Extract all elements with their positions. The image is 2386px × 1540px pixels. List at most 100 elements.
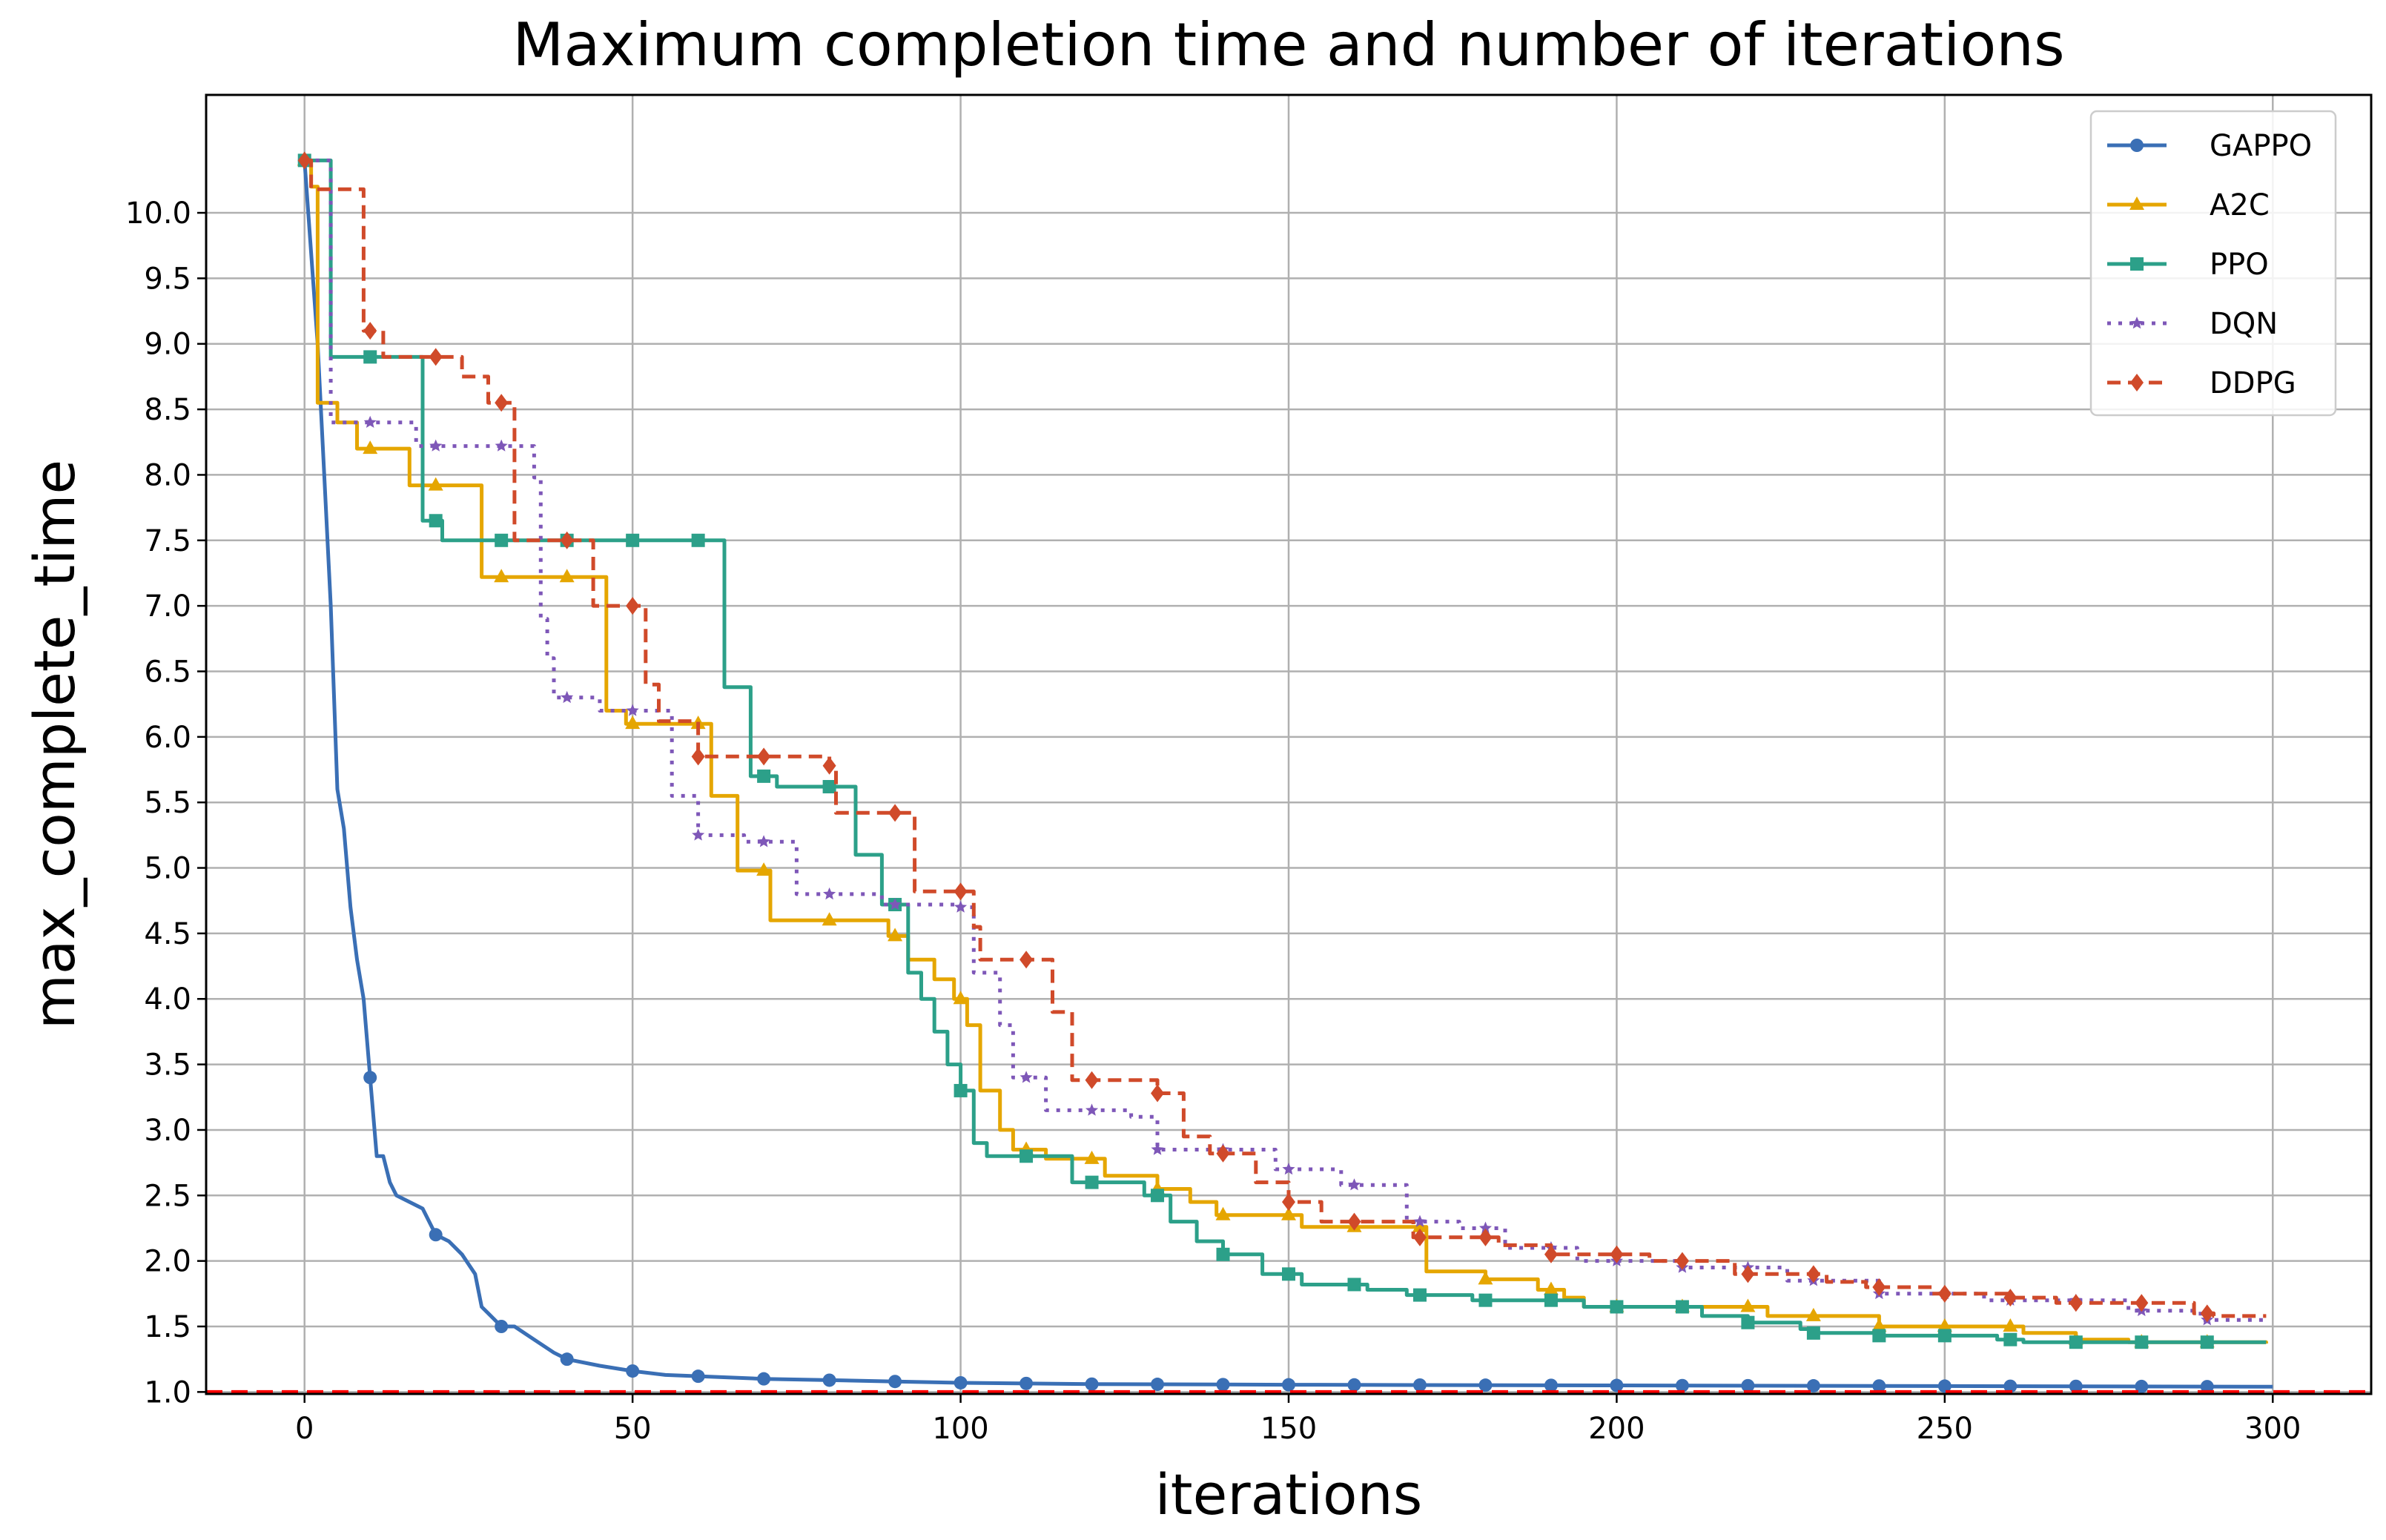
y-tick-label: 8.5 [144, 393, 191, 427]
legend-label: A2C [2210, 188, 2270, 222]
series-point-ddpg [1675, 1252, 1689, 1270]
series-point-ddpg [1347, 1212, 1361, 1231]
series-point-a2c [625, 716, 641, 730]
y-tick-label: 4.0 [144, 982, 191, 1017]
series-point-a2c [1215, 1206, 1231, 1220]
legend: GAPPO A2C PPO DQN DDPG [2089, 110, 2337, 417]
series-point-ddpg [363, 322, 377, 340]
series-point-a2c [1412, 1218, 1427, 1232]
series-point-gappo [2003, 1379, 2017, 1393]
series-point-ddpg [1741, 1265, 1755, 1283]
series-point-gappo [1282, 1378, 1295, 1392]
series-point-ddpg [1151, 1084, 1165, 1103]
series-ppo [297, 153, 2267, 1349]
series-a2c [297, 152, 2268, 1348]
y-tick-label: 4.5 [144, 917, 191, 951]
series-point-gappo [1216, 1378, 1230, 1392]
series-point-ddpg [626, 597, 640, 615]
series-point-gappo [363, 1071, 377, 1085]
series-point-ppo [429, 514, 443, 528]
legend-label: DQN [2210, 307, 2278, 341]
series-point-gappo [2069, 1379, 2083, 1393]
series-point-ppo [1085, 1175, 1099, 1189]
series-point-ddpg [560, 531, 574, 549]
series-point-a2c [428, 477, 443, 491]
series-point-a2c [1281, 1206, 1296, 1220]
series-point-ppo [626, 533, 640, 547]
series-point-gappo [626, 1364, 640, 1378]
y-tick-label: 5.5 [144, 786, 191, 820]
series-point-a2c [1937, 1318, 1952, 1332]
series-point-dqn [1019, 1071, 1033, 1083]
y-tick-label: 9.5 [144, 262, 191, 296]
series-point-ppo [954, 1083, 968, 1097]
grid [206, 95, 2371, 1394]
series-point-a2c [2003, 1318, 2018, 1332]
series-point-ppo [363, 350, 377, 364]
series-point-ddpg [1806, 1265, 1820, 1283]
series-point-ddpg [1216, 1144, 1230, 1163]
series-point-dqn [495, 439, 508, 452]
series-point-dqn [1282, 1163, 1295, 1175]
series-point-dqn [1151, 1143, 1164, 1155]
series-gappo [297, 153, 2273, 1394]
series-point-dqn [1478, 1221, 1492, 1234]
y-tick-label: 7.5 [144, 524, 191, 558]
series-point-a2c [1805, 1307, 1821, 1321]
series-point-a2c [1740, 1298, 1756, 1312]
x-tick-label: 100 [932, 1412, 988, 1446]
series-point-gappo [1610, 1378, 1624, 1392]
series-point-a2c [1871, 1318, 1887, 1332]
series-point-ppo [1741, 1315, 1755, 1329]
series-point-ppo [1151, 1189, 1165, 1203]
series-point-ddpg [691, 747, 705, 766]
series-point-ddpg [757, 747, 771, 766]
y-axis-label: max_complete_time [22, 460, 87, 1029]
y-tick-label: 1.5 [144, 1310, 191, 1344]
legend-marker [2130, 139, 2144, 152]
series-point-a2c [953, 991, 968, 1005]
series-point-a2c [1543, 1281, 1559, 1295]
series-point-gappo [1544, 1378, 1558, 1392]
y-tick-label: 9.0 [144, 328, 191, 362]
series-line-dqn [304, 158, 2267, 1322]
series-point-dqn [692, 828, 705, 841]
series-point-ppo [1937, 1329, 1952, 1343]
series-point-dqn [823, 887, 836, 900]
series-point-dqn [363, 415, 377, 428]
series-point-ddpg [1478, 1228, 1493, 1246]
series-point-dqn [954, 900, 968, 913]
series-dqn [298, 153, 2267, 1326]
series-point-ddpg [1872, 1278, 1886, 1296]
series-point-ppo [691, 533, 705, 547]
series-point-ddpg [2135, 1294, 2149, 1312]
y-tick-label: 2.5 [144, 1179, 191, 1213]
series-point-gappo [495, 1319, 509, 1333]
series-point-dqn [1413, 1215, 1427, 1227]
series-line-a2c [304, 158, 2268, 1344]
series-point-gappo [1937, 1379, 1952, 1393]
series-point-ddpg [1610, 1245, 1624, 1263]
series-point-gappo [1412, 1378, 1427, 1392]
series-point-a2c [822, 912, 837, 926]
series-point-ddpg [495, 394, 509, 412]
series-point-ppo [1675, 1300, 1689, 1314]
y-tick-label: 6.0 [144, 721, 191, 755]
x-tick-label: 200 [1588, 1412, 1645, 1446]
series-point-ddpg [2069, 1294, 2083, 1312]
x-tick-label: 250 [1917, 1412, 1973, 1446]
series-point-ppo [1019, 1149, 1034, 1163]
legend-marker [2130, 257, 2144, 271]
series-point-gappo [1347, 1378, 1361, 1392]
series-line-gappo [303, 160, 2273, 1389]
series-point-ppo [1216, 1247, 1230, 1261]
series-point-ppo [757, 769, 771, 783]
y-tick-label: 5.0 [144, 852, 191, 886]
legend-marker [2130, 317, 2144, 329]
series-point-gappo [560, 1352, 574, 1366]
series-point-a2c [1478, 1271, 1493, 1285]
series-point-ppo [1544, 1293, 1558, 1307]
series-point-ppo [2003, 1332, 2017, 1346]
series-point-gappo [691, 1369, 705, 1384]
